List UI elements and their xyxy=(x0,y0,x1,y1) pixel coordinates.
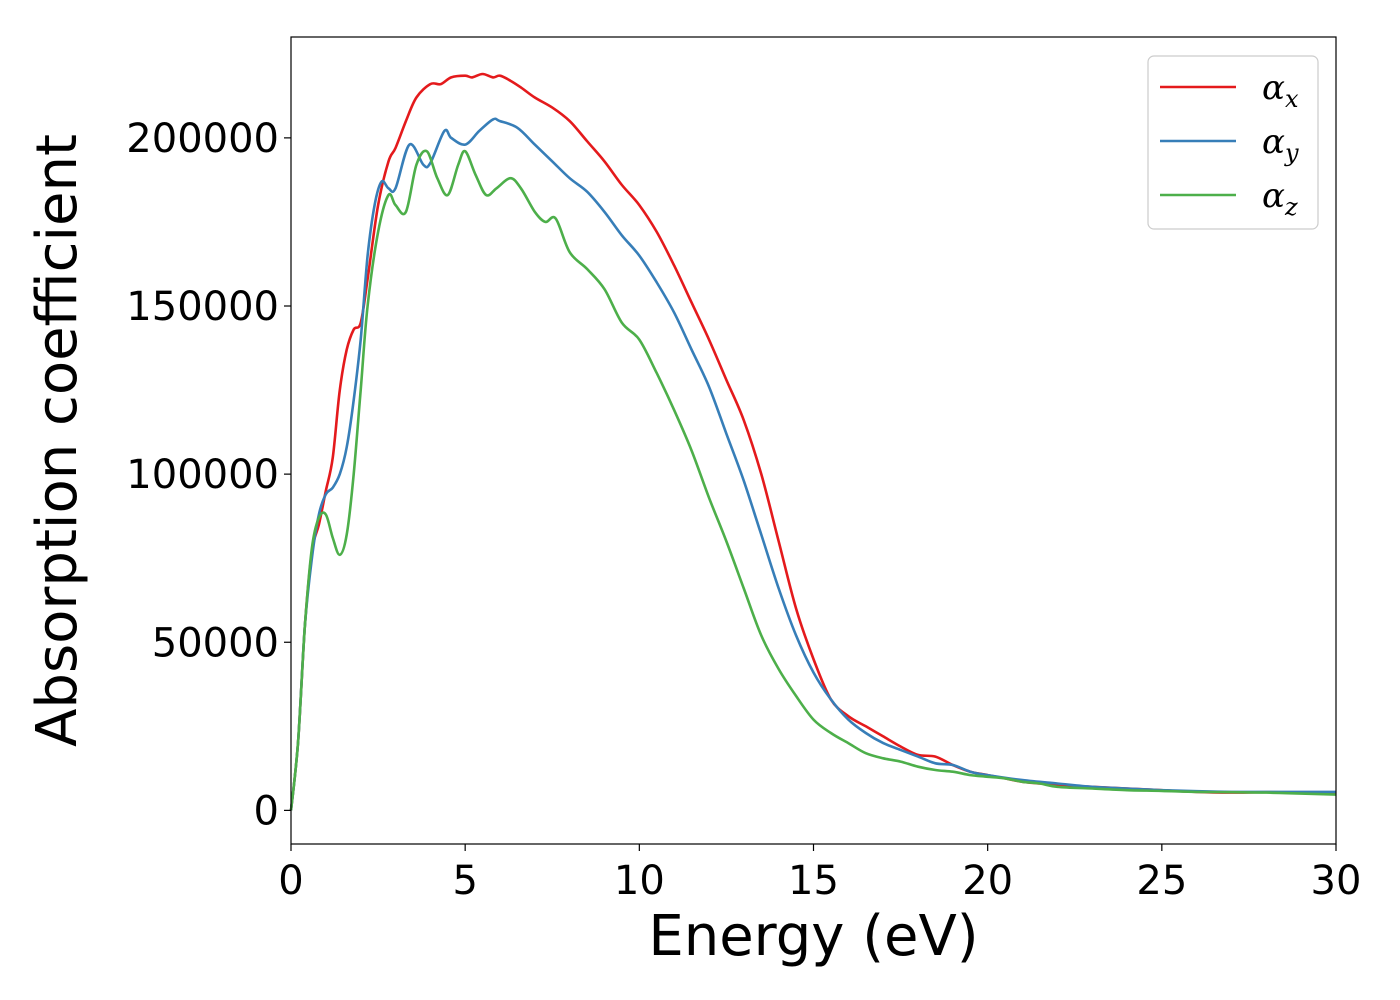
x-tick-label: 10 xyxy=(614,858,665,904)
series-line-z xyxy=(289,149,1337,811)
y-tick-label: 200000 xyxy=(126,116,279,162)
x-axis-label: Energy (eV) xyxy=(648,904,978,969)
legend: αx αy αz xyxy=(1147,55,1319,230)
y-tick-label: 100000 xyxy=(126,452,279,498)
ticks-layer: 0 5 10 15 20 25 30 0 50000 100000 150000 200000 xyxy=(126,116,1361,904)
series-line-y xyxy=(289,117,1336,811)
legend-label-x: αx xyxy=(1262,68,1299,113)
y-axis-label: Absorption coefficient xyxy=(25,134,90,747)
legend-label-z: αz xyxy=(1262,176,1298,221)
x-tick-label: 30 xyxy=(1311,858,1362,904)
legend-label-y: αy xyxy=(1262,122,1299,167)
x-tick-label: 15 xyxy=(788,858,839,904)
y-tick-label: 150000 xyxy=(126,284,279,330)
x-tick-label: 5 xyxy=(452,858,477,904)
series-layer xyxy=(289,72,1337,811)
y-tick-label: 50000 xyxy=(152,620,279,666)
x-tick-label: 0 xyxy=(278,858,303,904)
legend-box xyxy=(1147,55,1319,230)
x-tick-label: 25 xyxy=(1136,858,1187,904)
x-tick-label: 20 xyxy=(962,858,1013,904)
y-tick-label: 0 xyxy=(254,788,279,834)
